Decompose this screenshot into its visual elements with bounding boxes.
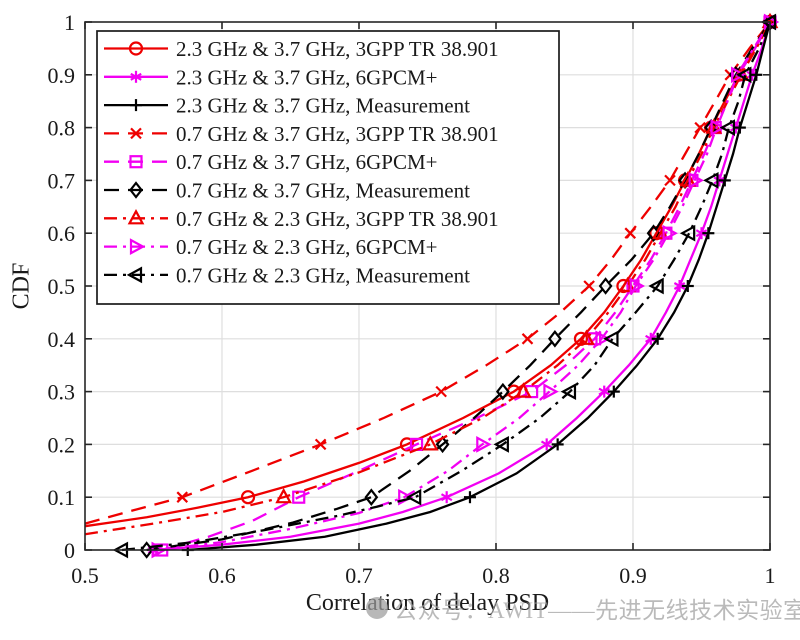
y-tick-label: 0.9 — [48, 63, 76, 88]
legend-item-8: 0.7 GHz & 2.3 GHz, Measurement — [104, 263, 470, 287]
tick-labels: 0.5 0.6 0.7 0.8 0.9 1 0 0.1 0.2 0.3 0.4 0.5 0.6 0.7 0.… — [48, 10, 776, 588]
legend-item-3: 0.7 GHz & 3.7 GHz, 3GPP TR 38.901 — [104, 122, 499, 146]
y-tick-label: 0.4 — [48, 327, 76, 352]
y-tick-label: 0.8 — [48, 116, 76, 141]
y-tick-label: 0.1 — [48, 485, 76, 510]
x-tick-label: 0.7 — [345, 563, 373, 588]
legend-label: 0.7 GHz & 3.7 GHz, 6GPCM+ — [176, 150, 438, 174]
legend-label: 0.7 GHz & 2.3 GHz, Measurement — [176, 263, 470, 287]
legend-item-7: 0.7 GHz & 2.3 GHz, 6GPCM+ — [104, 235, 438, 259]
legend-item-1: 2.3 GHz & 3.7 GHz, 6GPCM+ — [104, 65, 438, 89]
y-tick-label: 0.3 — [48, 380, 76, 405]
y-tick-label: 0.5 — [48, 274, 76, 299]
y-axis-label: CDF — [8, 262, 35, 310]
x-tick-label: 0.6 — [208, 563, 236, 588]
legend-label: 0.7 GHz & 2.3 GHz, 6GPCM+ — [176, 235, 438, 259]
series-group — [84, 12, 780, 559]
x-tick-label: 1 — [765, 563, 776, 588]
legend-label: 0.7 GHz & 3.7 GHz, 3GPP TR 38.901 — [176, 122, 499, 146]
x-axis-label: Correlation of delay PSD — [305, 590, 550, 616]
y-tick-label: 1 — [64, 10, 75, 35]
series-8 — [112, 13, 777, 559]
y-tick-label: 0 — [64, 538, 75, 563]
legend-label: 2.3 GHz & 3.7 GHz, Measurement — [176, 94, 470, 118]
legend-label: 2.3 GHz & 3.7 GHz, 6GPCM+ — [176, 65, 438, 89]
legend-item-0: 2.3 GHz & 3.7 GHz, 3GPP TR 38.901 — [104, 37, 499, 61]
y-tick-label: 0.6 — [48, 221, 76, 246]
axes — [84, 21, 771, 551]
x-tick-label: 0.5 — [71, 563, 99, 588]
legend-item-4: 0.7 GHz & 3.7 GHz, 6GPCM+ — [104, 150, 438, 174]
y-tick-label: 0.2 — [48, 432, 76, 457]
legend-label: 2.3 GHz & 3.7 GHz, 3GPP TR 38.901 — [176, 37, 499, 61]
x-tick-label: 0.8 — [482, 563, 510, 588]
legend-item-5: 0.7 GHz & 3.7 GHz, Measurement — [104, 179, 470, 203]
legend-item-6: 0.7 GHz & 2.3 GHz, 3GPP TR 38.901 — [104, 207, 499, 231]
legend-item-2: 2.3 GHz & 3.7 GHz, Measurement — [104, 94, 470, 118]
x-tick-label: 0.9 — [619, 563, 647, 588]
legend-label: 0.7 GHz & 3.7 GHz, Measurement — [176, 179, 470, 203]
legend: 2.3 GHz & 3.7 GHz, 3GPP TR 38.901 2.3 GHz… — [96, 30, 560, 305]
legend-label: 0.7 GHz & 2.3 GHz, 3GPP TR 38.901 — [176, 207, 499, 231]
y-tick-label: 0.7 — [48, 168, 76, 193]
